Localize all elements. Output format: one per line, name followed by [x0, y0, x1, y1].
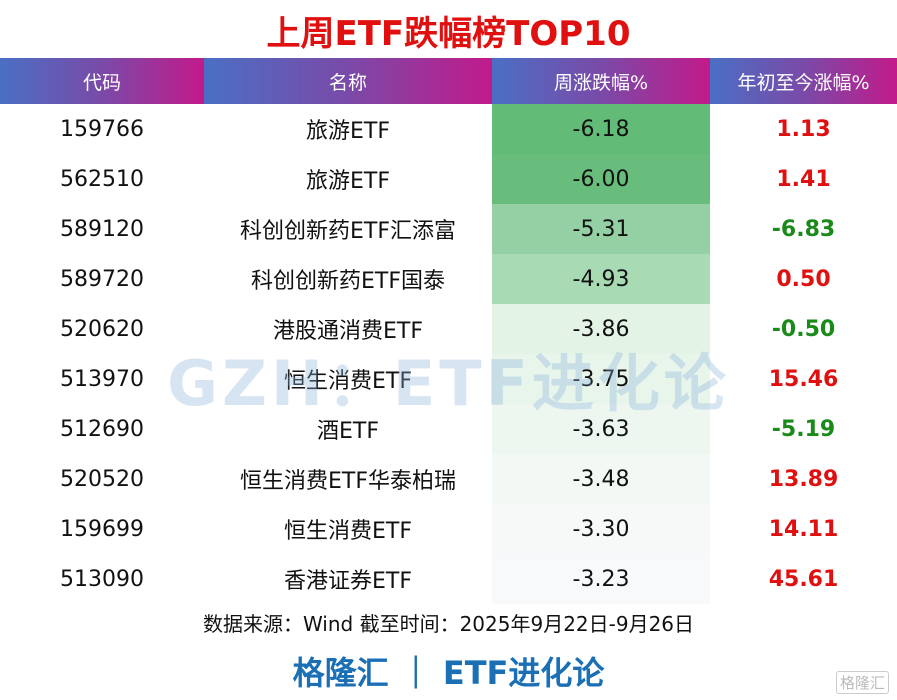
name-cell: 旅游ETF — [306, 119, 390, 144]
ytd-change-cell: 13.89 — [768, 466, 839, 492]
name-cell: 香港证券ETF — [284, 569, 412, 594]
ytd-change-cell: 1.41 — [776, 166, 831, 192]
weekly-change-cell: -6.18 — [492, 104, 710, 154]
table-row: 520520 恒生消费ETF华泰柏瑞 -3.48 13.89 — [0, 454, 897, 504]
name-cell: 旅游ETF — [306, 169, 390, 194]
header-weekly-change: 周涨跌幅% — [492, 58, 710, 104]
data-source: 数据来源：Wind 截至时间：2025年9月22日-9月26日 — [202, 612, 695, 636]
code-cell: 159699 — [60, 516, 144, 542]
table-row: 589720 科创创新药ETF国泰 -4.93 0.50 — [0, 254, 897, 304]
name-cell: 港股通消费ETF — [273, 319, 423, 344]
table-row: 520620 港股通消费ETF -3.86 -0.50 — [0, 304, 897, 354]
code-cell: 513970 — [60, 366, 144, 392]
ytd-change-cell: 1.13 — [776, 116, 831, 142]
table-row: 513970 恒生消费ETF -3.75 15.46 — [0, 354, 897, 404]
weekly-change-cell: -3.23 — [492, 554, 710, 604]
code-cell: 520620 — [60, 316, 144, 342]
table-row: 159699 恒生消费ETF -3.30 14.11 — [0, 504, 897, 554]
table-row: 589120 科创创新药ETF汇添富 -5.31 -6.83 — [0, 204, 897, 254]
page-title: 上周ETF跌幅榜TOP10 — [266, 14, 631, 54]
ytd-change-cell: 0.50 — [776, 266, 831, 292]
ytd-change-cell: -6.83 — [771, 216, 836, 242]
name-cell: 恒生消费ETF — [284, 519, 412, 544]
name-cell: 科创创新药ETF汇添富 — [240, 219, 456, 244]
gelonghui-logo: 格隆汇 — [835, 671, 889, 694]
ytd-change-cell: -5.19 — [771, 416, 836, 442]
weekly-change-cell: -3.30 — [492, 504, 710, 554]
weekly-change-cell: -6.00 — [492, 154, 710, 204]
weekly-change-cell: -3.48 — [492, 454, 710, 504]
table-row: 562510 旅游ETF -6.00 1.41 — [0, 154, 897, 204]
ytd-change-cell: 14.11 — [768, 516, 839, 542]
code-cell: 589120 — [60, 216, 144, 242]
code-cell: 589720 — [60, 266, 144, 292]
weekly-change-cell: -4.93 — [492, 254, 710, 304]
code-cell: 159766 — [60, 116, 144, 142]
table-row: 512690 酒ETF -3.63 -5.19 — [0, 404, 897, 454]
table-row: 159766 旅游ETF -6.18 1.13 — [0, 104, 897, 154]
name-cell: 恒生消费ETF — [284, 369, 412, 394]
name-cell: 酒ETF — [317, 419, 379, 444]
ytd-change-cell: 15.46 — [768, 366, 839, 392]
weekly-change-cell: -3.75 — [492, 354, 710, 404]
header-code: 代码 — [0, 58, 204, 104]
table-row: 513090 香港证券ETF -3.23 45.61 — [0, 554, 897, 604]
header-name: 名称 — [204, 58, 492, 104]
name-cell: 科创创新药ETF国泰 — [251, 269, 445, 294]
brand-footer: 格隆汇 ｜ ETF进化论 — [292, 654, 605, 692]
weekly-change-cell: -3.86 — [492, 304, 710, 354]
code-cell: 520520 — [60, 466, 144, 492]
ytd-change-cell: 45.61 — [768, 566, 839, 592]
code-cell: 512690 — [60, 416, 144, 442]
weekly-change-cell: -5.31 — [492, 204, 710, 254]
weekly-change-cell: -3.63 — [492, 404, 710, 454]
code-cell: 562510 — [60, 166, 144, 192]
ytd-change-cell: -0.50 — [771, 316, 836, 342]
header-ytd-change: 年初至今涨幅% — [710, 58, 897, 104]
code-cell: 513090 — [60, 566, 144, 592]
name-cell: 恒生消费ETF华泰柏瑞 — [240, 469, 456, 494]
